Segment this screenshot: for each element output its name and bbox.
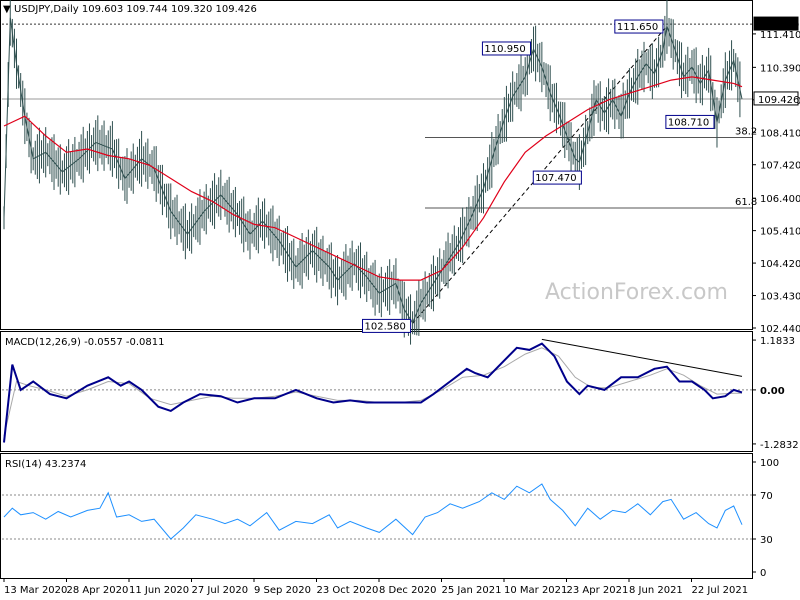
macd-trendline bbox=[541, 338, 743, 377]
price-axis-label: 108.410 bbox=[760, 128, 800, 139]
annotation-label: 102.580 bbox=[365, 321, 406, 332]
ohlc-header: USDJPY,Daily 109.603 109.744 109.320 109… bbox=[14, 4, 257, 15]
price-trendline bbox=[412, 25, 668, 324]
macd-axis-label: 0.00 bbox=[760, 386, 785, 397]
time-axis-label: 13 Mar 2020 bbox=[4, 585, 67, 596]
price-series-line bbox=[3, 17, 743, 324]
price-axis-label: 106.400 bbox=[760, 194, 800, 205]
axis-layer: 111.410110.390109.400108.410107.420106.4… bbox=[3, 16, 800, 596]
price-axis-label: 103.430 bbox=[760, 292, 800, 303]
rsi-axis-label: 100 bbox=[760, 458, 779, 469]
time-axis-label: 28 Apr 2020 bbox=[67, 585, 129, 596]
price-axis-label: 111.410 bbox=[760, 30, 800, 41]
macd-panel-frame bbox=[0, 331, 753, 452]
price-layer: 38.2 61.8 111.650 110.950 108.710 107.470 102.… bbox=[2, 0, 757, 345]
last-price-tag-label: 109.426 bbox=[758, 95, 799, 106]
rsi-layer bbox=[2, 483, 752, 540]
rsi-axis-label: 30 bbox=[760, 535, 773, 546]
macd-axis-label: 1.1833 bbox=[760, 336, 795, 347]
macd-axis-label: -1.2832 bbox=[760, 440, 799, 451]
time-axis-label: 22 Jul 2021 bbox=[692, 585, 749, 596]
time-axis-label: 8 Dec 2020 bbox=[379, 585, 437, 596]
annotation-box bbox=[532, 170, 582, 185]
time-axis-label: 27 Jul 2020 bbox=[192, 585, 249, 596]
annotation-box bbox=[614, 19, 664, 34]
time-axis-label: 9 Sep 2020 bbox=[254, 585, 311, 596]
time-axis-label: 23 Oct 2020 bbox=[317, 585, 379, 596]
watermark: ActionForex.com bbox=[545, 280, 728, 305]
price-panel-frame bbox=[0, 0, 753, 330]
macd-line bbox=[3, 342, 743, 443]
annotation-label: 110.950 bbox=[484, 44, 525, 55]
annotation-label: 111.650 bbox=[617, 22, 658, 33]
time-axis-label: 25 Jan 2021 bbox=[442, 585, 502, 596]
price-axis-label: 107.420 bbox=[760, 161, 800, 172]
time-axis-label: 8 Jun 2021 bbox=[629, 585, 683, 596]
high-level-tag bbox=[753, 16, 799, 31]
rsi-axis-label: 70 bbox=[760, 491, 773, 502]
collapse-arrow-icon[interactable]: ▼ bbox=[3, 4, 11, 15]
last-price-tag bbox=[753, 91, 799, 106]
rsi-panel-frame bbox=[0, 453, 753, 579]
fib-level-label: 61.8 bbox=[735, 197, 757, 208]
moving-average-line bbox=[3, 76, 743, 281]
annotation-box bbox=[362, 318, 412, 333]
high-level-tag-label: 111.710 bbox=[758, 20, 799, 31]
price-axis-label: 110.390 bbox=[760, 63, 800, 74]
time-axis-label: 23 Apr 2021 bbox=[567, 585, 629, 596]
price-axis-label: 105.410 bbox=[760, 227, 800, 238]
time-axis-label: 10 Mar 2021 bbox=[504, 585, 567, 596]
macd-label: MACD(12,26,9) -0.0557 -0.0811 bbox=[5, 337, 165, 348]
rsi-label: RSI(14) 43.2374 bbox=[5, 459, 86, 470]
annotation-box bbox=[481, 41, 532, 56]
price-axis-label: 102.440 bbox=[760, 324, 800, 335]
rsi-axis-label: 0 bbox=[760, 568, 766, 579]
price-axis-label: 104.420 bbox=[760, 259, 800, 270]
annotation-label: 108.710 bbox=[668, 117, 709, 128]
macd-layer bbox=[2, 338, 752, 443]
rsi-line bbox=[3, 483, 743, 540]
time-axis-label: 11 Jun 2020 bbox=[129, 585, 189, 596]
annotation-label: 107.470 bbox=[535, 173, 576, 184]
fib-level-label: 38.2 bbox=[735, 127, 757, 138]
annotation-box bbox=[665, 114, 715, 129]
